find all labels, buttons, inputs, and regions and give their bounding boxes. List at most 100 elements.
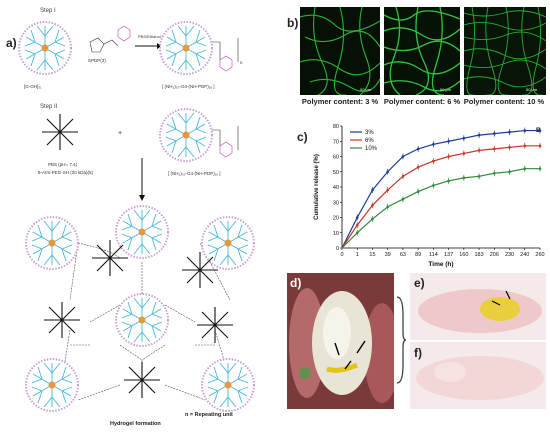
- data-point: [462, 136, 466, 140]
- caption-3pct: Polymer content: 3 %: [301, 97, 379, 106]
- spdp-structure: [89, 25, 131, 53]
- series-line-6%: [341, 145, 540, 249]
- data-point: [447, 155, 450, 158]
- x-tick-label: 230: [505, 252, 514, 258]
- product2-label: [ (NH₂)₃₀-G4-(NH-PDP)₁₆ ]: [168, 171, 221, 176]
- y-tick-label: 30: [333, 200, 339, 206]
- x-axis-label: Time (h): [428, 261, 453, 268]
- data-point: [416, 190, 420, 193]
- data-point: [462, 152, 466, 155]
- photo-d: [287, 273, 394, 409]
- data-point: [355, 231, 359, 235]
- scale-bar-2: 50 μm: [440, 87, 452, 92]
- data-point: [416, 147, 420, 151]
- arrows-d: [334, 340, 366, 370]
- data-point: [493, 171, 496, 175]
- panel-c-label: c): [297, 130, 308, 144]
- conditions1: PBS/Ethanol pH 7.4: [138, 34, 174, 39]
- data-point: [386, 170, 389, 174]
- data-point: [477, 133, 481, 137]
- plus-sign: +: [118, 130, 122, 137]
- x-tick-label: 260: [535, 252, 544, 258]
- panel-d-label: d): [290, 276, 302, 290]
- x-tick-label: 15: [369, 252, 375, 258]
- photo-f: [410, 342, 546, 409]
- caption-10pct: Polymer content: 10 %: [463, 97, 545, 106]
- data-point: [447, 179, 450, 183]
- x-tick-label: 39: [385, 252, 391, 258]
- x-tick-label: 240: [520, 252, 529, 258]
- data-point: [447, 139, 450, 143]
- panel-f-label: f): [414, 346, 422, 360]
- micrograph-6pct: 50 μm: [384, 7, 460, 95]
- y-tick-label: 70: [333, 139, 339, 145]
- data-point: [355, 223, 359, 227]
- reactant2-label: 8-Arm-PEG-SH (20 kDa)(5): [38, 170, 94, 175]
- product1-label: [ (NH₂)₃₀-G4-(NH-PDP)₁₆ ]: [162, 84, 215, 89]
- hydrogel-network: [25, 205, 255, 412]
- x-tick-label: 1: [356, 252, 359, 258]
- data-point: [508, 170, 511, 174]
- micrograph-10pct: 50 μm: [464, 7, 546, 95]
- legend-label: 6%: [365, 138, 374, 144]
- x-tick-label: 0: [340, 252, 343, 258]
- legend-label: 3%: [365, 130, 374, 136]
- x-tick-label: 63: [400, 252, 406, 258]
- data-point: [538, 129, 542, 132]
- data-point: [538, 144, 542, 148]
- data-point: [462, 176, 466, 180]
- release-chart: 0 10 20 30 40 50 60 70 80 0 1 15 39 63 89 114 137 160 183 2…: [314, 124, 545, 268]
- data-point: [508, 146, 511, 149]
- data-point: [432, 159, 435, 163]
- panel-a-label: a): [6, 36, 17, 50]
- brace: [396, 296, 407, 384]
- y-tick-label: 20: [333, 216, 339, 222]
- x-tick-label: 160: [459, 252, 468, 258]
- panel-a-scheme: Step I [G-OH]₃₁ SPDP(3) PBS/Ethanol pH 7…: [18, 8, 255, 427]
- x-tick-label: 137: [444, 252, 453, 258]
- data-point: [477, 175, 481, 178]
- data-point: [355, 216, 359, 219]
- y-axis-label: Cumulative release (%): [314, 154, 320, 220]
- data-point: [523, 144, 527, 148]
- data-point: [401, 197, 405, 201]
- data-point: [523, 129, 527, 132]
- data-point: [508, 130, 511, 134]
- n-legend: n = Repeating unit: [185, 412, 233, 418]
- hydrogel-stain-e: [480, 297, 520, 321]
- y-tick-label: 60: [333, 155, 339, 161]
- n-subscript-1: n: [240, 60, 243, 65]
- reagent1-label: SPDP(3): [88, 58, 106, 63]
- y-tick-label: 80: [333, 124, 339, 130]
- panel-e-label: e): [414, 276, 425, 290]
- data-point: [371, 188, 374, 192]
- y-tick-label: 50: [333, 170, 339, 176]
- arrows-e: [491, 290, 511, 306]
- x-tick-label: 114: [429, 252, 438, 258]
- data-point: [538, 167, 542, 170]
- micrograph-3pct: 50 μm: [300, 7, 380, 95]
- hydrogel-label: Hydrogel formation: [110, 421, 161, 427]
- series-line-3%: [341, 129, 540, 249]
- reactant1-label: [G-OH]₃₁: [24, 84, 42, 89]
- legend-label: 10%: [365, 146, 378, 152]
- x-tick-label: 89: [415, 252, 421, 258]
- scale-bar-3: 50 μm: [526, 87, 538, 92]
- data-point: [416, 165, 420, 169]
- x-tick-label: 206: [490, 252, 499, 258]
- data-point: [432, 184, 435, 187]
- data-point: [493, 132, 496, 135]
- data-point: [523, 167, 527, 170]
- scale-bar-1: 50 μm: [360, 87, 372, 92]
- panel-b-label: b): [287, 16, 299, 30]
- y-tick-label: 40: [333, 185, 339, 191]
- data-point: [371, 204, 374, 207]
- data-point: [432, 143, 435, 146]
- hydrogel-stain-d: [326, 362, 359, 373]
- step2-title: Step II: [40, 104, 58, 110]
- conditions2: PBS (pH= 7.4): [48, 162, 78, 167]
- data-point: [493, 147, 496, 151]
- series-line-10%: [341, 168, 540, 249]
- photo-e: [410, 273, 546, 340]
- data-point: [477, 149, 481, 152]
